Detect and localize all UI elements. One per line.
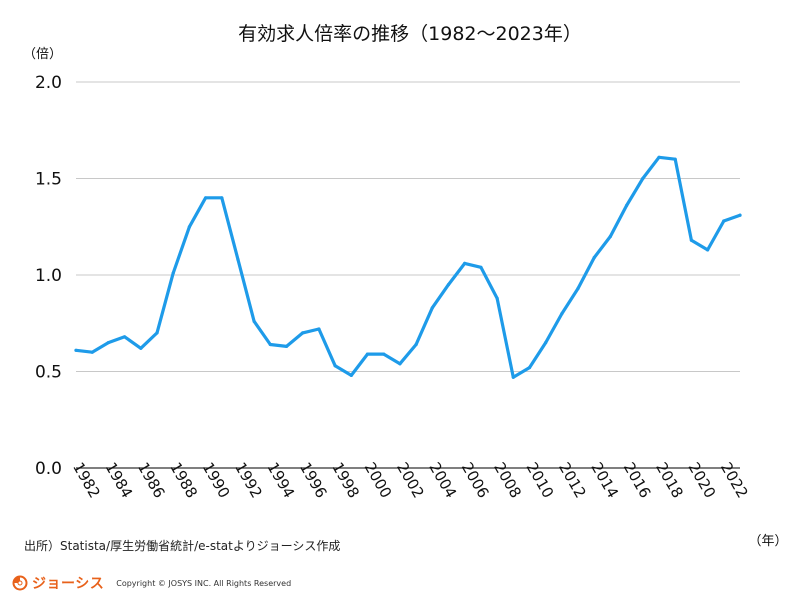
data-point: [689, 238, 694, 242]
data-point: [544, 341, 548, 345]
y-tick-label: 1.5: [35, 170, 62, 190]
series-group: [74, 155, 742, 379]
data-point: [268, 342, 272, 347]
data-point: [398, 362, 402, 366]
data-point: [657, 155, 661, 159]
data-point: [511, 375, 515, 379]
x-tick-label: 2002: [393, 459, 428, 501]
x-tick-label: 1992: [231, 459, 266, 501]
data-point: [430, 306, 434, 310]
y-tick-label: 0.0: [35, 459, 62, 479]
data-point: [365, 352, 370, 356]
x-tick-label: 2000: [361, 459, 396, 501]
y-tick-label: 1.0: [35, 266, 62, 286]
data-point: [187, 225, 191, 229]
x-tick-label: 2016: [620, 459, 655, 501]
x-tick-label: 2004: [425, 459, 460, 501]
data-point: [738, 213, 742, 217]
data-point: [446, 283, 451, 287]
data-point: [204, 196, 208, 200]
data-point: [527, 366, 532, 370]
data-point: [317, 327, 321, 331]
data-point: [592, 256, 596, 260]
y-axis-ticks: 0.0 0.5 1.0 1.5 2.0: [35, 73, 62, 479]
data-point: [382, 352, 386, 356]
x-tick-label: 1984: [102, 459, 137, 501]
data-point: [706, 248, 710, 252]
data-point: [106, 341, 110, 345]
data-point: [349, 373, 353, 377]
x-tick-label: 2018: [652, 459, 687, 501]
x-tick-label: 1998: [328, 459, 363, 501]
josys-logo-icon: [12, 575, 28, 591]
x-tick-label: 2022: [717, 459, 752, 501]
x-axis-unit-label: （年）: [748, 534, 787, 549]
x-tick-label: 1982: [69, 459, 104, 501]
data-point: [90, 350, 94, 354]
x-tick-label: 1986: [134, 459, 169, 501]
source-note: 出所）Statista/厚生労働省統計/e-statよりジョーシス作成: [24, 539, 341, 553]
data-point: [576, 286, 580, 291]
gridlines: [76, 81, 740, 469]
x-tick-label: 2006: [458, 459, 493, 501]
data-point: [673, 157, 677, 161]
data-point: [495, 296, 499, 300]
data-point: [252, 319, 256, 323]
data-point: [139, 346, 143, 350]
data-point: [74, 348, 78, 352]
x-tick-label: 2014: [587, 459, 622, 501]
y-tick-label: 0.5: [35, 363, 62, 383]
data-point: [301, 331, 305, 335]
data-point: [560, 312, 564, 316]
copyright-text: Copyright © JOSYS INC. All Rights Reserv…: [116, 578, 292, 588]
x-tick-label: 1990: [199, 459, 234, 501]
data-point: [155, 331, 159, 335]
data-point: [333, 364, 337, 368]
data-point: [284, 344, 289, 348]
data-point: [123, 335, 127, 339]
chart-title: 有効求人倍率の推移（1982〜2023年）: [238, 23, 582, 45]
x-tick-label: 2012: [555, 459, 590, 501]
data-point: [414, 342, 418, 347]
y-tick-label: 2.0: [35, 73, 62, 93]
y-axis-unit-label: （倍）: [23, 47, 62, 62]
data-point: [171, 271, 175, 275]
x-tick-label: 2020: [685, 459, 720, 501]
brand-name: ジョーシス: [32, 576, 105, 592]
x-tick-label: 1994: [263, 459, 298, 501]
x-tick-label: 2008: [490, 459, 525, 501]
data-point: [479, 265, 483, 269]
x-tick-label: 2010: [523, 459, 558, 501]
data-point: [220, 196, 224, 200]
footer-brand: ジョーシス Copyright © JOSYS INC. All Rights …: [12, 574, 291, 592]
x-tick-label: 1996: [296, 459, 331, 501]
data-point: [641, 176, 645, 181]
data-point: [722, 219, 726, 223]
data-point: [236, 258, 240, 262]
data-point: [608, 234, 613, 238]
data-point: [625, 203, 629, 208]
x-tick-label: 1988: [166, 459, 201, 501]
x-axis-ticks: 1982198419861988199019921994199619982000…: [69, 459, 751, 501]
data-point: [463, 261, 467, 265]
series-line: [74, 155, 742, 379]
